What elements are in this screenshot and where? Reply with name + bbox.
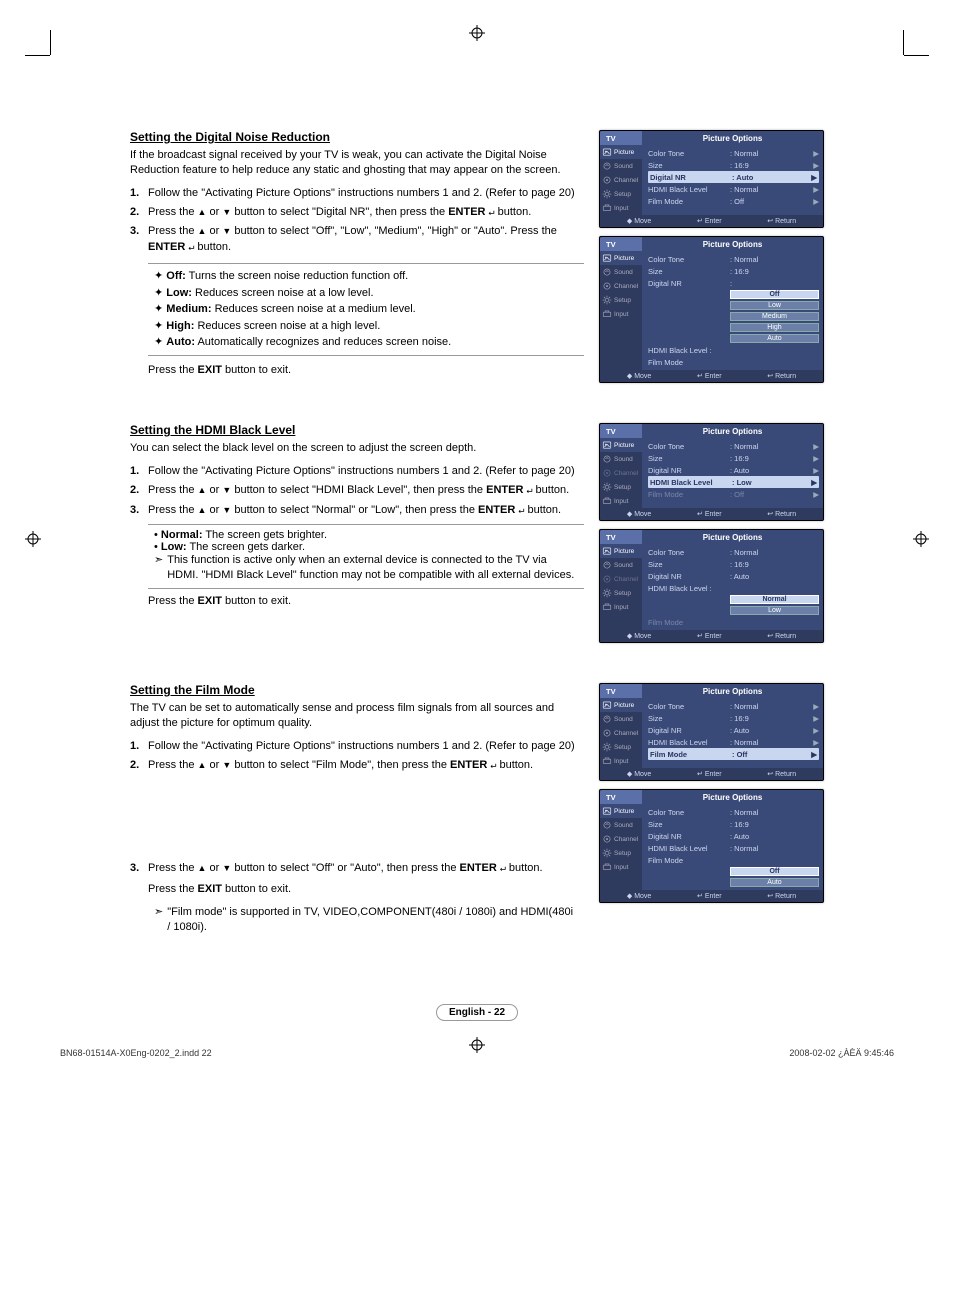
bullet-item: • Normal: The screen gets brighter. — [154, 529, 578, 541]
section-title: Setting the Digital Noise Reduction — [130, 130, 584, 144]
step-item: 3.Press the ▲ or ▼ button to select "Off… — [130, 861, 584, 876]
crop-mark — [25, 55, 50, 56]
crop-mark — [50, 30, 51, 55]
bullet-item: • Low: The screen gets darker. — [154, 541, 578, 553]
osd-panel: TVPicture Options PictureSoundChannelSet… — [599, 529, 824, 643]
registration-mark-icon — [913, 531, 929, 547]
bullet-box: ✦ Off: Turns the screen noise reduction … — [148, 263, 584, 356]
step-list: 1.Follow the "Activating Picture Options… — [130, 464, 584, 518]
osd-panel: TVPicture Options PictureSoundChannelSet… — [599, 236, 824, 383]
step-item: 1.Follow the "Activating Picture Options… — [130, 186, 584, 201]
crop-mark — [904, 55, 929, 56]
section-title: Setting the HDMI Black Level — [130, 423, 584, 437]
section: Setting the Film Mode The TV can be set t… — [130, 683, 824, 946]
bullet-item: ✦ High: Reduces screen noise at a high l… — [154, 318, 578, 335]
step-list: 1.Follow the "Activating Picture Options… — [130, 739, 584, 774]
note-item: ➣"Film mode" is supported in TV, VIDEO,C… — [154, 905, 578, 936]
footer-left: BN68-01514A-X0Eng-0202_2.indd 22 — [60, 1048, 212, 1058]
section-title: Setting the Film Mode — [130, 683, 584, 697]
bullet-item: ✦ Auto: Automatically recognizes and red… — [154, 334, 578, 351]
exit-text: Press the EXIT button to exit. — [148, 883, 584, 895]
exit-text: Press the EXIT button to exit. — [148, 595, 584, 607]
step-item: 1.Follow the "Activating Picture Options… — [130, 739, 584, 754]
note-item: ➣This function is active only when an ex… — [154, 553, 578, 584]
section-intro: If the broadcast signal received by your… — [130, 148, 584, 178]
step-item: 1.Follow the "Activating Picture Options… — [130, 464, 584, 479]
step-item: 2.Press the ▲ or ▼ button to select "Fil… — [130, 758, 584, 773]
step-item: 2.Press the ▲ or ▼ button to select "Dig… — [130, 205, 584, 220]
step-list: 1.Follow the "Activating Picture Options… — [130, 186, 584, 256]
osd-panel: TVPicture Options PictureSoundChannelSet… — [599, 789, 824, 903]
footer-right: 2008-02-02 ¿ÀÈÄ 9:45:46 — [789, 1048, 894, 1058]
step-item: 3.Press the ▲ or ▼ button to select "Off… — [130, 224, 584, 255]
exit-text: Press the EXIT button to exit. — [148, 364, 584, 376]
bullet-item: ✦ Off: Turns the screen noise reduction … — [154, 268, 578, 285]
osd-panel: TVPicture Options PictureSoundChannelSet… — [599, 423, 824, 521]
section-intro: You can select the black level on the sc… — [130, 441, 584, 456]
osd-panel: TVPicture Options PictureSoundChannelSet… — [599, 130, 824, 228]
bullet-box: • Normal: The screen gets brighter.• Low… — [148, 524, 584, 589]
osd-panel: TVPicture Options PictureSoundChannelSet… — [599, 683, 824, 781]
registration-mark-icon — [25, 531, 41, 547]
step-list: 3.Press the ▲ or ▼ button to select "Off… — [130, 861, 584, 876]
section: Setting the HDMI Black Level You can sele… — [130, 423, 824, 643]
osd-column: TVPicture Options PictureSoundChannelSet… — [599, 130, 824, 383]
registration-mark-icon — [469, 1037, 485, 1053]
bullet-item: ✦ Medium: Reduces screen noise at a medi… — [154, 301, 578, 318]
page-number: English - 22 — [40, 1006, 914, 1018]
bullet-item: ✦ Low: Reduces screen noise at a low lev… — [154, 285, 578, 302]
osd-column: TVPicture Options PictureSoundChannelSet… — [599, 683, 824, 946]
note-block: ➣"Film mode" is supported in TV, VIDEO,C… — [148, 901, 584, 940]
osd-column: TVPicture Options PictureSoundChannelSet… — [599, 423, 824, 643]
crop-mark — [903, 30, 904, 55]
registration-mark-icon — [469, 25, 485, 41]
section-intro: The TV can be set to automatically sense… — [130, 701, 584, 731]
step-item: 3.Press the ▲ or ▼ button to select "Nor… — [130, 503, 584, 518]
step-item: 2.Press the ▲ or ▼ button to select "HDM… — [130, 483, 584, 498]
page-content: Setting the Digital Noise Reduction If th… — [130, 130, 824, 946]
section: Setting the Digital Noise Reduction If th… — [130, 130, 824, 383]
